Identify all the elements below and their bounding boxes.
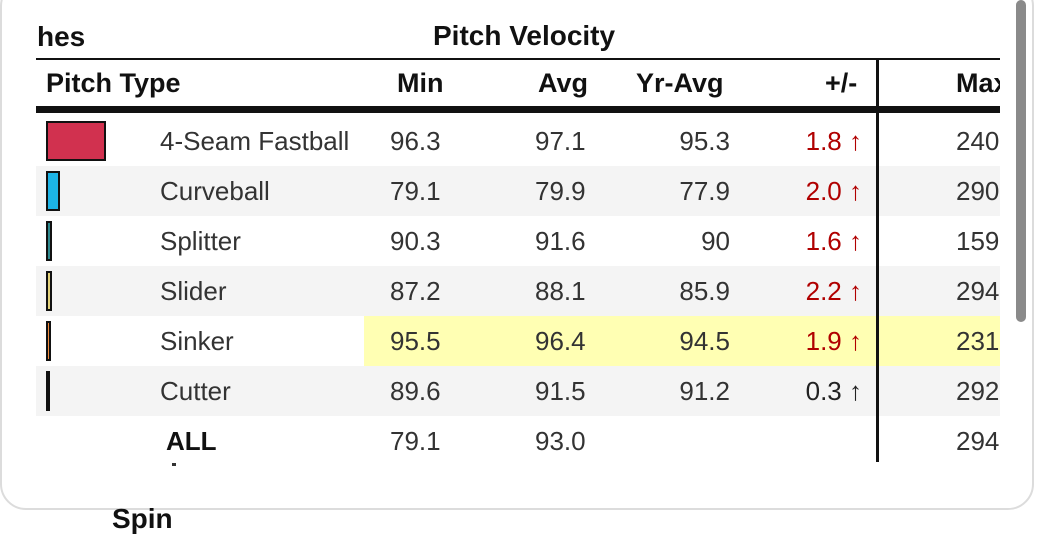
pitch-color-swatch [46, 371, 50, 411]
pitch-color-swatch [46, 221, 52, 261]
row-diff: 0.3 ↑ [805, 376, 862, 406]
row-min: 79.1 [390, 176, 441, 206]
row-name: Splitter [160, 226, 241, 256]
table-row[interactable]: Splitter 90.3 91.6 90 1.6 ↑ 1590 [36, 216, 1000, 266]
row-name: 4-Seam Fastball [160, 126, 350, 156]
row-name: Curveball [160, 176, 270, 206]
row-diff: 1.8 ↑ [805, 126, 862, 156]
table-row[interactable]: Cutter 89.6 91.5 91.2 0.3 ↑ 2923 [36, 366, 1000, 416]
col-header-max[interactable]: Max [956, 68, 1000, 98]
row-min: 95.5 [390, 326, 441, 356]
pitch-color-swatch [46, 321, 51, 361]
row-max: 2900 [956, 176, 1000, 206]
row-yr-avg: 77.9 [679, 176, 730, 206]
col-header-diff[interactable]: +/- [825, 68, 858, 98]
table-row[interactable]: Sinker 95.5 96.4 94.5 1.9 ↑ 2312 [36, 316, 1000, 366]
col-header-yr-avg[interactable]: Yr-Avg [636, 68, 724, 98]
table-viewport: hes Pitch Velocity Pitch Type Min Avg Yr… [36, 20, 1000, 466]
column-divider [876, 60, 879, 462]
row-max: 2942 [956, 276, 1000, 306]
row-max: 1590 [956, 226, 1000, 256]
row-avg: 91.6 [535, 226, 586, 256]
row-min: 90.3 [390, 226, 441, 256]
tick-mark [172, 463, 176, 466]
pitch-color-swatch [46, 271, 52, 311]
row-max: 2312 [956, 326, 1000, 356]
pitch-velocity-group-header: Pitch Velocity [433, 20, 616, 51]
row-yr-avg: 91.2 [679, 376, 730, 406]
col-header-avg[interactable]: Avg [538, 68, 589, 98]
pitch-color-swatch [46, 171, 60, 211]
scrollbar-thumb[interactable] [1016, 0, 1026, 322]
partial-group-header: hes [37, 21, 86, 52]
col-header-min[interactable]: Min [397, 68, 444, 98]
row-yr-avg: 95.3 [679, 126, 730, 156]
row-max: 2942 [956, 426, 1000, 456]
row-max: 2405 [956, 126, 1000, 156]
row-max: 2923 [956, 376, 1000, 406]
col-header-pitch-type[interactable]: Pitch Type [46, 68, 181, 98]
row-yr-avg: 85.9 [679, 276, 730, 306]
table-row[interactable]: 4-Seam Fastball 96.3 97.1 95.3 1.8 ↑ 2405 [36, 116, 1000, 166]
row-avg: 88.1 [535, 276, 586, 306]
row-diff: 1.6 ↑ [805, 226, 862, 256]
row-highlight [364, 316, 1000, 366]
row-avg: 93.0 [535, 426, 586, 456]
row-name: ALL [166, 426, 217, 456]
row-name: Cutter [160, 376, 231, 406]
table-row-total: ALL 79.1 93.0 2942 [36, 416, 1000, 466]
header-underline [36, 106, 1000, 113]
row-diff: 2.2 ↑ [805, 276, 862, 306]
row-avg: 91.5 [535, 376, 586, 406]
row-diff: 2.0 ↑ [805, 176, 862, 206]
row-diff: 1.9 ↑ [805, 326, 862, 356]
row-avg: 96.4 [535, 326, 586, 356]
row-name: Slider [160, 276, 227, 306]
header-divider [36, 58, 1000, 60]
table-row[interactable]: Slider 87.2 88.1 85.9 2.2 ↑ 2942 [36, 266, 1000, 316]
row-min: 79.1 [390, 426, 441, 456]
row-yr-avg: 94.5 [679, 326, 730, 356]
row-name: Sinker [160, 326, 234, 356]
table-row[interactable]: Curveball 79.1 79.9 77.9 2.0 ↑ 2900 [36, 166, 1000, 216]
row-min: 89.6 [390, 376, 441, 406]
row-min: 96.3 [390, 126, 441, 156]
pitch-color-swatch [46, 121, 106, 161]
row-avg: 97.1 [535, 126, 586, 156]
partial-section-heading: Spin [112, 503, 173, 534]
row-yr-avg: 90 [701, 226, 730, 256]
row-min: 87.2 [390, 276, 441, 306]
row-avg: 79.9 [535, 176, 586, 206]
pitch-velocity-card [0, 0, 1034, 510]
